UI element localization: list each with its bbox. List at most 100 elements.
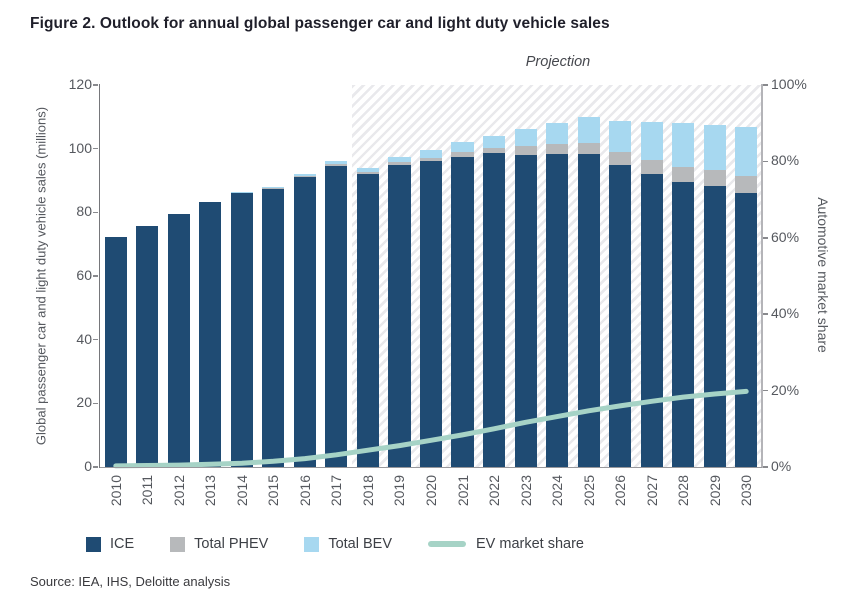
x-tick-label-2025: 2025 (580, 475, 597, 507)
bar-segment-total-bev-2024 (546, 123, 569, 144)
x-tick-label-2017: 2017 (328, 475, 345, 507)
y-tick-mark-left (93, 338, 98, 341)
x-tick-label-2016: 2016 (296, 475, 313, 507)
bar-segment-total-bev-2015 (262, 186, 285, 189)
ev-market-share-line-layer (113, 388, 749, 469)
bar-segment-total-bev-2016 (293, 174, 316, 176)
bar-segment-total-bev-2019 (388, 156, 411, 163)
y-tick-mark-left (93, 211, 98, 214)
legend-label-ice: ICE (110, 536, 135, 552)
bar-segment-ice-2010 (104, 236, 127, 467)
legend-item-total-phev: Total PHEV (170, 536, 268, 552)
bar-segment-ice-2014 (230, 192, 253, 467)
bar-segment-total-phev-2024 (546, 143, 569, 154)
legend: ICE Total PHEV Total BEV EV market share (86, 536, 620, 552)
legend-swatch-ice (86, 536, 101, 552)
legend-label-total-phev: Total PHEV (194, 536, 269, 552)
legend-label-total-bev: Total BEV (328, 536, 392, 552)
bar-segment-ice-2027 (640, 174, 663, 467)
x-tick-label-2012: 2012 (170, 475, 187, 507)
y-tick-label-right-20%: 20% (771, 381, 800, 398)
y-axis-line-right (761, 84, 763, 468)
bar-segment-total-phev-2015 (262, 188, 285, 189)
x-axis-line (100, 467, 762, 468)
y-tick-mark-left (93, 147, 98, 150)
bar-segment-total-phev-2021 (451, 152, 474, 157)
y-tick-mark-left (93, 275, 98, 277)
bar-segment-total-bev-2017 (325, 160, 348, 165)
x-tick-label-2026: 2026 (612, 475, 629, 507)
y-tick-mark-right (763, 160, 768, 163)
bar-segment-total-bev-2030 (735, 127, 758, 177)
x-tick-label-2027: 2027 (643, 475, 660, 507)
bar-segment-total-phev-2030 (735, 176, 758, 194)
bar-segment-total-bev-2022 (483, 135, 506, 149)
y-tick-mark-left (93, 84, 98, 86)
bar-segment-ice-2024 (546, 153, 569, 467)
bar-segment-ice-2021 (451, 156, 474, 467)
x-tick-label-2013: 2013 (202, 475, 219, 507)
x-tick-label-2030: 2030 (738, 475, 755, 507)
bar-segment-ice-2013 (199, 201, 222, 467)
y-tick-mark-left (93, 466, 98, 468)
bar-segment-total-phev-2026 (609, 151, 632, 165)
bar-segment-total-phev-2019 (388, 162, 411, 165)
legend-swatch-total-phev (170, 536, 186, 552)
y-tick-label-left-100: 100 (68, 139, 92, 156)
x-tick-label-2014: 2014 (233, 475, 250, 507)
y-axis-line-left (98, 84, 100, 468)
bar-segment-ice-2017 (325, 165, 348, 467)
x-tick-label-2015: 2015 (265, 475, 282, 507)
bar-segment-ice-2030 (735, 193, 758, 467)
y-tick-mark-left (93, 402, 98, 405)
bar-segment-total-phev-2029 (703, 170, 726, 187)
ev-market-share-line (113, 388, 749, 469)
x-tick-label-2028: 2028 (675, 475, 692, 507)
y-tick-label-right-100%: 100% (771, 76, 807, 92)
legend-item-ev-market-share: EV market share (428, 536, 584, 552)
bar-segment-total-bev-2028 (672, 123, 695, 168)
x-tick-label-2018: 2018 (359, 475, 376, 507)
y-tick-label-right-40%: 40% (771, 305, 800, 322)
bar-segment-total-phev-2023 (514, 146, 537, 155)
y-tick-mark-right (763, 84, 768, 86)
bar-segment-total-bev-2020 (419, 150, 443, 158)
bar-segment-total-bev-2014 (230, 191, 253, 193)
bar-segment-ice-2026 (609, 164, 632, 467)
x-tick-label-2019: 2019 (391, 475, 408, 507)
y-tick-mark-right (763, 237, 768, 239)
bar-segment-total-bev-2027 (640, 121, 663, 161)
bar-segment-total-bev-2021 (451, 142, 474, 153)
bar-segment-total-phev-2016 (293, 175, 316, 177)
plot-area (100, 85, 762, 469)
bar-segment-ice-2025 (577, 153, 600, 467)
bar-segment-ice-2019 (388, 164, 411, 467)
y-tick-mark-right (763, 313, 768, 315)
bar-segment-total-phev-2018 (356, 171, 379, 174)
bar-segment-ice-2022 (483, 153, 506, 467)
y-tick-label-right-0%: 0% (771, 458, 792, 474)
bar-segment-total-phev-2020 (419, 157, 443, 162)
bar-segment-total-phev-2028 (672, 167, 695, 183)
x-tick-label-2011: 2011 (139, 475, 156, 506)
x-tick-label-2029: 2029 (706, 475, 723, 507)
x-tick-label-2023: 2023 (517, 475, 534, 507)
y-tick-label-left-0: 0 (84, 458, 92, 474)
y-tick-label-left-120: 120 (68, 76, 92, 92)
bar-segment-ice-2012 (167, 213, 190, 467)
bar-segment-total-bev-2029 (703, 124, 726, 171)
projection-label: Projection (525, 54, 591, 70)
y-tick-mark-right (763, 466, 768, 468)
y-tick-label-left-60: 60 (76, 267, 92, 283)
bar-segment-ice-2011 (136, 226, 159, 467)
x-tick-label-2022: 2022 (486, 475, 503, 507)
bar-segment-total-phev-2027 (640, 160, 663, 175)
bar-segment-ice-2016 (293, 176, 316, 467)
x-tick-label-2021: 2021 (454, 475, 471, 507)
y-tick-label-right-80%: 80% (771, 152, 800, 169)
x-tick-label-2024: 2024 (549, 475, 566, 507)
legend-label-ev-market-share: EV market share (476, 536, 584, 552)
bar-segment-total-phev-2022 (483, 148, 506, 154)
y-tick-label-left-40: 40 (76, 330, 92, 347)
